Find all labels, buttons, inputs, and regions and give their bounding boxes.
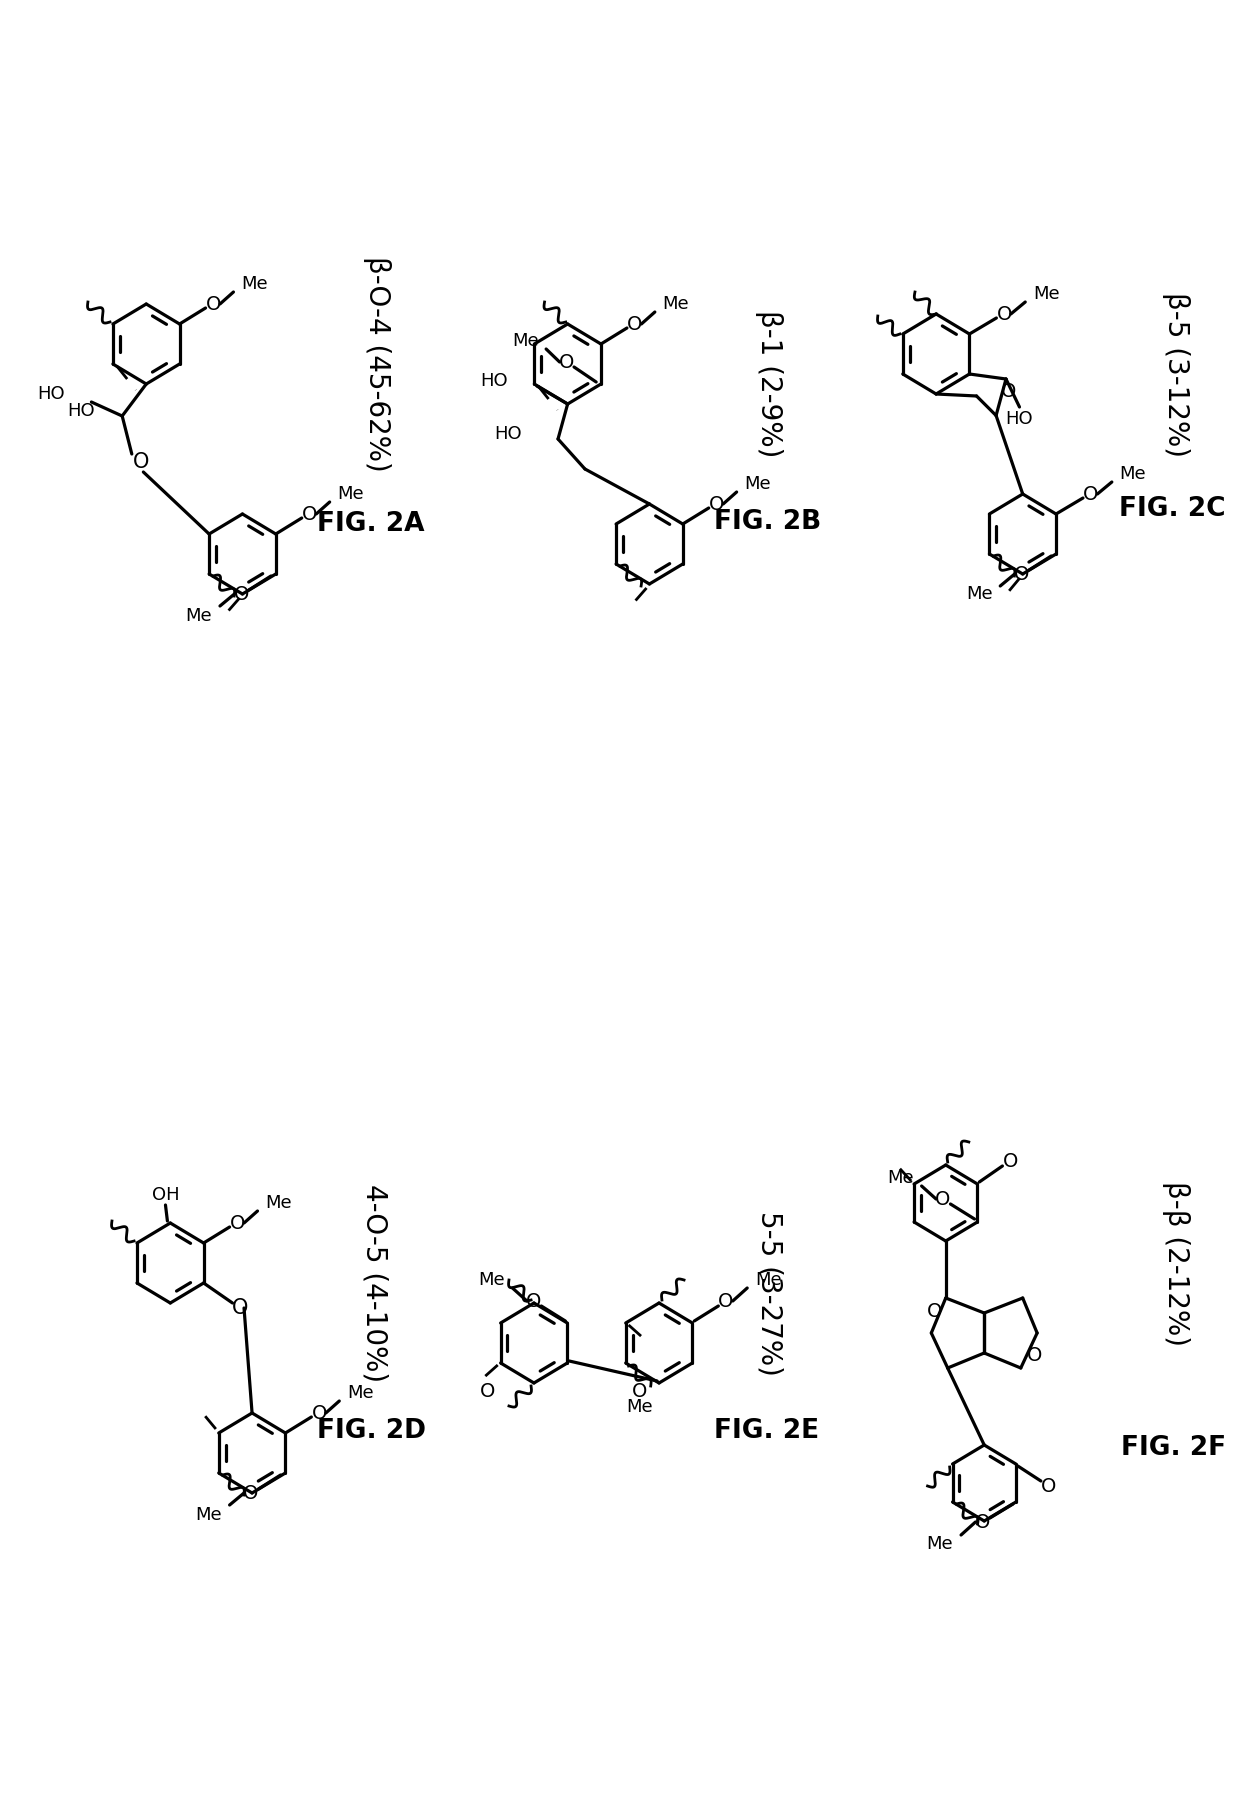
Text: O: O	[229, 1214, 246, 1232]
Text: O: O	[311, 1403, 327, 1423]
Text: O: O	[631, 1381, 647, 1401]
Text: O: O	[1001, 382, 1017, 400]
Text: Me: Me	[195, 1506, 222, 1524]
Text: Me: Me	[1033, 285, 1059, 303]
Text: FIG. 2A: FIG. 2A	[316, 511, 424, 538]
Text: O: O	[1040, 1477, 1056, 1495]
Text: FIG. 2B: FIG. 2B	[714, 509, 821, 534]
Text: O: O	[206, 294, 221, 314]
Text: β-5 (3-12%): β-5 (3-12%)	[1162, 291, 1190, 456]
Text: O: O	[1002, 1152, 1018, 1170]
Text: O: O	[480, 1381, 495, 1401]
Text: FIG. 2E: FIG. 2E	[714, 1417, 818, 1445]
Text: HO: HO	[1006, 411, 1033, 429]
Text: O: O	[975, 1512, 990, 1532]
Text: O: O	[926, 1301, 942, 1321]
Text: O: O	[243, 1483, 258, 1503]
Text: HO: HO	[68, 402, 95, 420]
Text: HO: HO	[37, 385, 64, 403]
Text: Me: Me	[186, 607, 212, 625]
Text: FIG. 2F: FIG. 2F	[1121, 1435, 1226, 1461]
Text: FIG. 2C: FIG. 2C	[1118, 496, 1225, 521]
Text: O: O	[709, 494, 724, 514]
Text: O: O	[233, 585, 249, 603]
Text: O: O	[1083, 485, 1099, 503]
Text: O: O	[627, 314, 642, 334]
Text: O: O	[997, 305, 1012, 323]
Text: Me: Me	[1120, 465, 1146, 483]
Text: Me: Me	[347, 1385, 373, 1403]
Text: Me: Me	[626, 1397, 652, 1415]
Text: HO: HO	[480, 372, 508, 391]
Text: Me: Me	[888, 1168, 914, 1187]
Text: O: O	[301, 505, 317, 523]
Text: OH: OH	[151, 1187, 180, 1205]
Text: FIG. 2D: FIG. 2D	[316, 1417, 425, 1445]
Text: O: O	[718, 1292, 734, 1310]
Text: Me: Me	[241, 274, 268, 293]
Text: Me: Me	[479, 1272, 505, 1288]
Text: Me: Me	[744, 474, 771, 492]
Text: O: O	[526, 1292, 542, 1310]
Text: Me: Me	[966, 585, 992, 603]
Text: Me: Me	[337, 485, 365, 503]
Text: Me: Me	[755, 1272, 781, 1288]
Text: 5-5 (3-27%): 5-5 (3-27%)	[755, 1210, 784, 1375]
Text: 4-O-5 (4-10%): 4-O-5 (4-10%)	[361, 1185, 389, 1383]
Text: β-O-4 (45-62%): β-O-4 (45-62%)	[363, 256, 391, 472]
Text: HO: HO	[494, 425, 522, 443]
Text: O: O	[935, 1190, 950, 1208]
Text: β-1 (2-9%): β-1 (2-9%)	[755, 311, 784, 458]
Text: O: O	[232, 1297, 248, 1317]
Text: O: O	[559, 352, 574, 371]
Text: Me: Me	[662, 294, 689, 313]
Text: Me: Me	[926, 1535, 954, 1554]
Text: Me: Me	[512, 333, 538, 351]
Text: β-β (2-12%): β-β (2-12%)	[1162, 1181, 1190, 1346]
Text: O: O	[1014, 565, 1029, 583]
Text: O: O	[133, 452, 150, 472]
Text: Me: Me	[265, 1194, 291, 1212]
Text: O: O	[1027, 1346, 1042, 1365]
